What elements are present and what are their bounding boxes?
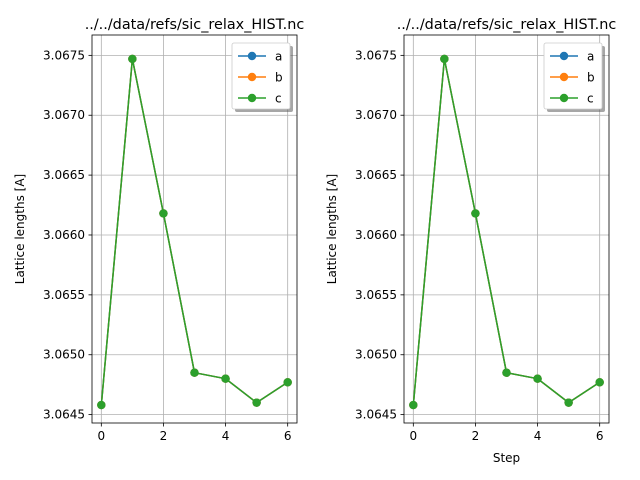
data-point-c bbox=[471, 209, 479, 217]
y-tick-label: 3.0650 bbox=[43, 348, 85, 362]
legend-label-b: b bbox=[275, 71, 283, 85]
x-tick-label: 2 bbox=[160, 429, 168, 443]
y-axis-label: Lattice lengths [A] bbox=[13, 174, 27, 284]
chart-1: 0 2 4 6 3.0645 3.0650 3.0655 3.0660 3.0665 3.0670… bbox=[13, 17, 304, 443]
legend-label-a: a bbox=[275, 50, 282, 64]
data-point-c bbox=[409, 401, 417, 409]
y-tick-label: 3.0670 bbox=[43, 108, 85, 122]
x-tick-label: 0 bbox=[97, 429, 105, 443]
legend-label-b: b bbox=[587, 71, 595, 85]
x-tick-label: 4 bbox=[534, 429, 542, 443]
chart-title: ../../data/refs/sic_relax_HIST.nc bbox=[85, 17, 305, 33]
y-tick-label: 3.0665 bbox=[355, 168, 397, 182]
legend: abc bbox=[232, 43, 293, 112]
legend-label-c: c bbox=[275, 92, 282, 106]
y-tick-label: 3.0645 bbox=[355, 408, 397, 422]
legend-label-c: c bbox=[587, 92, 594, 106]
y-tick-label: 3.0645 bbox=[43, 408, 85, 422]
y-tick-label: 3.0670 bbox=[355, 108, 397, 122]
legend-label-a: a bbox=[587, 50, 594, 64]
legend-marker-a bbox=[560, 52, 568, 60]
data-point-c bbox=[252, 398, 260, 406]
legend-marker-c bbox=[560, 94, 568, 102]
data-point-c bbox=[283, 378, 291, 386]
data-point-c bbox=[502, 369, 510, 377]
y-tick-label: 3.0675 bbox=[355, 48, 397, 62]
y-tick-label: 3.0665 bbox=[43, 168, 85, 182]
data-point-c bbox=[440, 55, 448, 63]
data-point-c bbox=[595, 378, 603, 386]
x-tick-label: 4 bbox=[222, 429, 230, 443]
data-point-c bbox=[97, 401, 105, 409]
data-point-c bbox=[533, 374, 541, 382]
y-tick-label: 3.0660 bbox=[355, 228, 397, 242]
x-axis-label: Step bbox=[493, 451, 520, 465]
data-point-c bbox=[128, 55, 136, 63]
chart-title: ../../data/refs/sic_relax_HIST.nc bbox=[397, 17, 617, 33]
data-point-c bbox=[159, 209, 167, 217]
y-tick-label: 3.0650 bbox=[355, 348, 397, 362]
legend-marker-b bbox=[248, 73, 256, 81]
data-point-c bbox=[221, 374, 229, 382]
data-point-c bbox=[564, 398, 572, 406]
y-tick-label: 3.0655 bbox=[43, 288, 85, 302]
x-tick-label: 2 bbox=[472, 429, 480, 443]
y-tick-label: 3.0675 bbox=[43, 48, 85, 62]
data-point-c bbox=[190, 369, 198, 377]
chart-2: 0 2 4 6 3.0645 3.0650 3.0655 3.0660 3.0665 3.0670… bbox=[325, 17, 616, 465]
x-tick-label: 6 bbox=[596, 429, 604, 443]
y-axis-label: Lattice lengths [A] bbox=[325, 174, 339, 284]
x-tick-label: 6 bbox=[284, 429, 292, 443]
y-tick-label: 3.0660 bbox=[43, 228, 85, 242]
x-tick-label: 0 bbox=[409, 429, 417, 443]
legend-marker-a bbox=[248, 52, 256, 60]
legend: abc bbox=[544, 43, 605, 112]
y-tick-label: 3.0655 bbox=[355, 288, 397, 302]
legend-marker-c bbox=[248, 94, 256, 102]
legend-marker-b bbox=[560, 73, 568, 81]
